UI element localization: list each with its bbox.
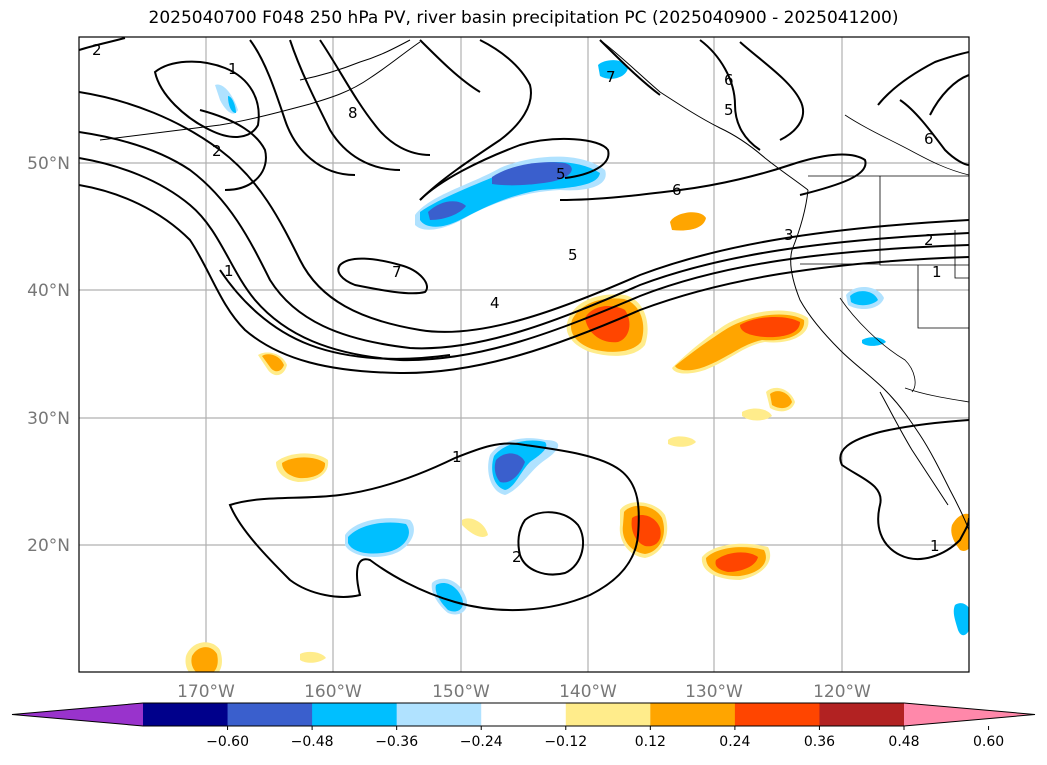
pos-anomaly-southeast [951, 513, 969, 551]
contour-label: 5 [568, 246, 578, 264]
longitude-labels: 170°W 160°W 150°W 140°W 130°W 120°W [177, 682, 871, 702]
contour-label: 2 [92, 41, 102, 59]
contour-label: 7 [606, 68, 616, 86]
colorbar-segment [819, 703, 905, 726]
neg-anomaly-nw-pacific-coast-core [850, 291, 878, 306]
colorbar-tick-label: −0.60 [206, 734, 249, 750]
pos-anomaly-small-9 [668, 436, 696, 447]
colorbar-tick-label: −0.48 [291, 734, 334, 750]
lon-label-140w: 140°W [559, 682, 617, 702]
pv-contours [79, 37, 969, 612]
neg-anomaly-aleutian-core [228, 96, 236, 113]
colorbar-tick-label: 0.12 [635, 734, 666, 750]
pos-anomaly-small-7-core [770, 391, 792, 409]
colorbar-segment [481, 703, 567, 726]
pos-anomaly-small-8 [742, 408, 772, 421]
precip-anomaly-fills [185, 60, 969, 672]
pos-anomaly-small-2-core [262, 354, 284, 372]
neg-anomaly-small-nw [862, 337, 886, 346]
colorbar-segment [734, 703, 820, 726]
contour-label: 4 [490, 294, 500, 312]
latitude-labels: 50°N 40°N 30°N 20°N [27, 154, 70, 556]
contour-label: 2 [512, 548, 522, 566]
map-title: 2025040700 F048 250 hPa PV, river basin … [148, 8, 899, 28]
colorbar-tick-label: −0.12 [544, 734, 587, 750]
contour-label: 1 [228, 60, 238, 78]
contour-label: 6 [672, 181, 682, 199]
contour-label: 1 [452, 448, 462, 466]
lat-label-20n: 20°N [27, 536, 70, 556]
colorbar-tick-label: 0.48 [888, 734, 919, 750]
colorbar-outline [11, 702, 1036, 727]
colorbar-tick-label: −0.36 [375, 734, 418, 750]
coastlines [99, 39, 969, 531]
neg-anomaly-alaska [598, 60, 628, 79]
pos-anomaly-small-1 [670, 212, 706, 231]
colorbar-segment [312, 703, 398, 726]
contour-label: 5 [724, 101, 734, 119]
pos-anomaly-small-4 [462, 518, 488, 537]
colorbar-segment [565, 703, 651, 726]
contour-label: 8 [348, 104, 358, 122]
pos-anomaly-small-6-core [715, 552, 758, 572]
map-frame [78, 36, 970, 673]
contour-label: 2 [212, 142, 222, 160]
colorbar: −0.60 −0.48 −0.36 −0.24 −0.12 0.12 0.24 0.36 0.4… [11, 702, 1036, 750]
colorbar-tick-label: 0.36 [804, 734, 835, 750]
colorbar-tick-label: 0.24 [719, 734, 750, 750]
neg-anomaly-gulf-strong [492, 162, 572, 186]
neg-anomaly-gulf-strong-west [428, 201, 466, 220]
neg-anomaly-hawaii-core [348, 522, 409, 554]
colorbar-tick-label: −0.24 [460, 734, 503, 750]
contour-label: 3 [784, 226, 794, 244]
neg-anomaly-central-strong [494, 453, 525, 483]
colorbar-segment [396, 703, 482, 726]
lon-label-130w: 130°W [685, 682, 743, 702]
colorbar-extend-min [12, 703, 143, 726]
contour-label: 6 [724, 71, 734, 89]
contour-label: 1 [930, 537, 940, 555]
colorbar-segment [227, 703, 313, 726]
contour-label: 1 [224, 262, 234, 280]
lon-label-120w: 120°W [813, 682, 871, 702]
lon-label-160w: 160°W [304, 682, 362, 702]
contour-label: 7 [392, 263, 402, 281]
colorbar-segment [143, 703, 229, 726]
lat-label-40n: 40°N [27, 281, 70, 301]
lat-label-30n: 30°N [27, 409, 70, 429]
contour-label: 2 [924, 231, 934, 249]
pos-anomaly-small-11 [300, 651, 326, 663]
pos-anomaly-small-3-core [282, 457, 326, 479]
lat-label-50n: 50°N [27, 154, 70, 174]
contour-label: 5 [556, 165, 566, 183]
contour-label: 1 [932, 263, 942, 281]
lon-label-170w: 170°W [177, 682, 235, 702]
neg-anomaly-south-core [435, 582, 463, 612]
colorbar-tick-label: 0.60 [973, 734, 1004, 750]
colorbar-segment [650, 703, 736, 726]
pos-anomaly-small-10-core [191, 647, 218, 672]
contour-label-group: 2 1 2 8 7 1 6 6 5 5 6 5 4 3 2 1 2 1 7 1 [92, 41, 942, 566]
colorbar-extend-max [904, 703, 1035, 726]
lon-label-150w: 150°W [432, 682, 490, 702]
pos-anomaly-california-core [740, 316, 800, 338]
contour-label: 6 [924, 130, 934, 148]
neg-anomaly-southeast [953, 603, 969, 636]
